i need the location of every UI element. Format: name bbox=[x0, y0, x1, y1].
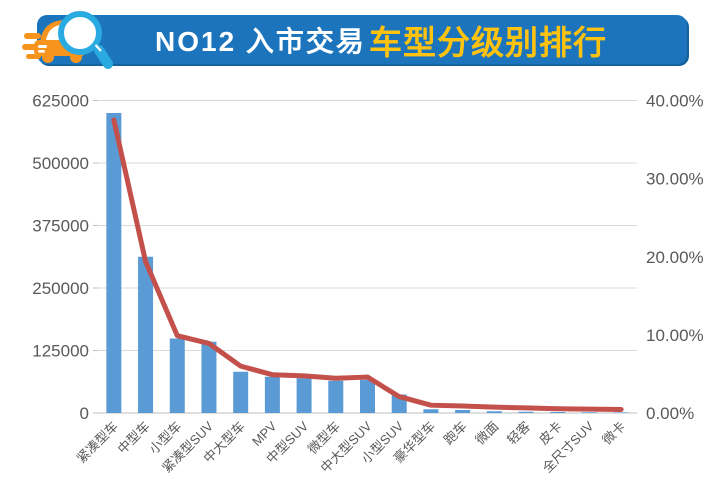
x-axis-label: 紧凑型车 bbox=[74, 419, 121, 466]
y-axis-label-left: 500000 bbox=[32, 154, 89, 173]
x-axis-label: 中型车 bbox=[114, 419, 152, 457]
magnifier-icon bbox=[58, 11, 113, 69]
bar bbox=[423, 409, 439, 413]
bar bbox=[264, 376, 280, 413]
y-axis-label-right: 40.00% bbox=[646, 92, 704, 111]
y-axis-label-left: 0 bbox=[80, 404, 89, 423]
y-axis-label-right: 30.00% bbox=[646, 170, 704, 189]
bar bbox=[106, 113, 122, 413]
y-axis-label-right: 10.00% bbox=[646, 326, 704, 345]
title-highlight: 车型分级别排行 bbox=[368, 23, 607, 61]
bar bbox=[138, 256, 154, 413]
title-prefix: NO12 入市交易 bbox=[155, 25, 366, 57]
bar bbox=[169, 338, 185, 413]
bar bbox=[581, 412, 597, 413]
y-axis-label-right: 20.00% bbox=[646, 248, 704, 267]
x-axis-label: 微卡 bbox=[599, 419, 628, 448]
y-axis-label-left: 250000 bbox=[32, 279, 89, 298]
y-axis-label-left: 625000 bbox=[32, 92, 89, 111]
x-axis-label: 轻客 bbox=[504, 419, 533, 448]
bar bbox=[486, 411, 502, 413]
bar bbox=[233, 371, 249, 413]
bar bbox=[455, 410, 471, 413]
y-axis-label-left: 125000 bbox=[32, 342, 89, 361]
bar bbox=[613, 412, 629, 413]
y-axis-label-right: 0.00% bbox=[646, 404, 694, 423]
bar bbox=[296, 378, 312, 413]
x-axis-label: 跑车 bbox=[441, 419, 470, 448]
x-axis-label: 微面 bbox=[472, 419, 501, 448]
bar bbox=[328, 380, 344, 413]
y-axis-label-left: 375000 bbox=[32, 217, 89, 236]
bar bbox=[201, 341, 217, 413]
car-magnifier-icon bbox=[22, 11, 113, 69]
title-banner: NO12 入市交易 车型分级别排行 bbox=[37, 15, 687, 64]
bar bbox=[360, 379, 375, 413]
bar bbox=[518, 411, 534, 413]
trend-line bbox=[111, 117, 624, 412]
bar bbox=[550, 412, 566, 413]
